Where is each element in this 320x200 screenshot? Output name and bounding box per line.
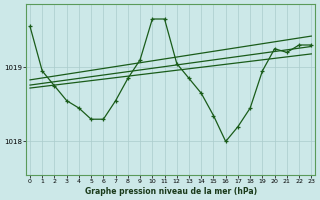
X-axis label: Graphe pression niveau de la mer (hPa): Graphe pression niveau de la mer (hPa) xyxy=(84,187,257,196)
